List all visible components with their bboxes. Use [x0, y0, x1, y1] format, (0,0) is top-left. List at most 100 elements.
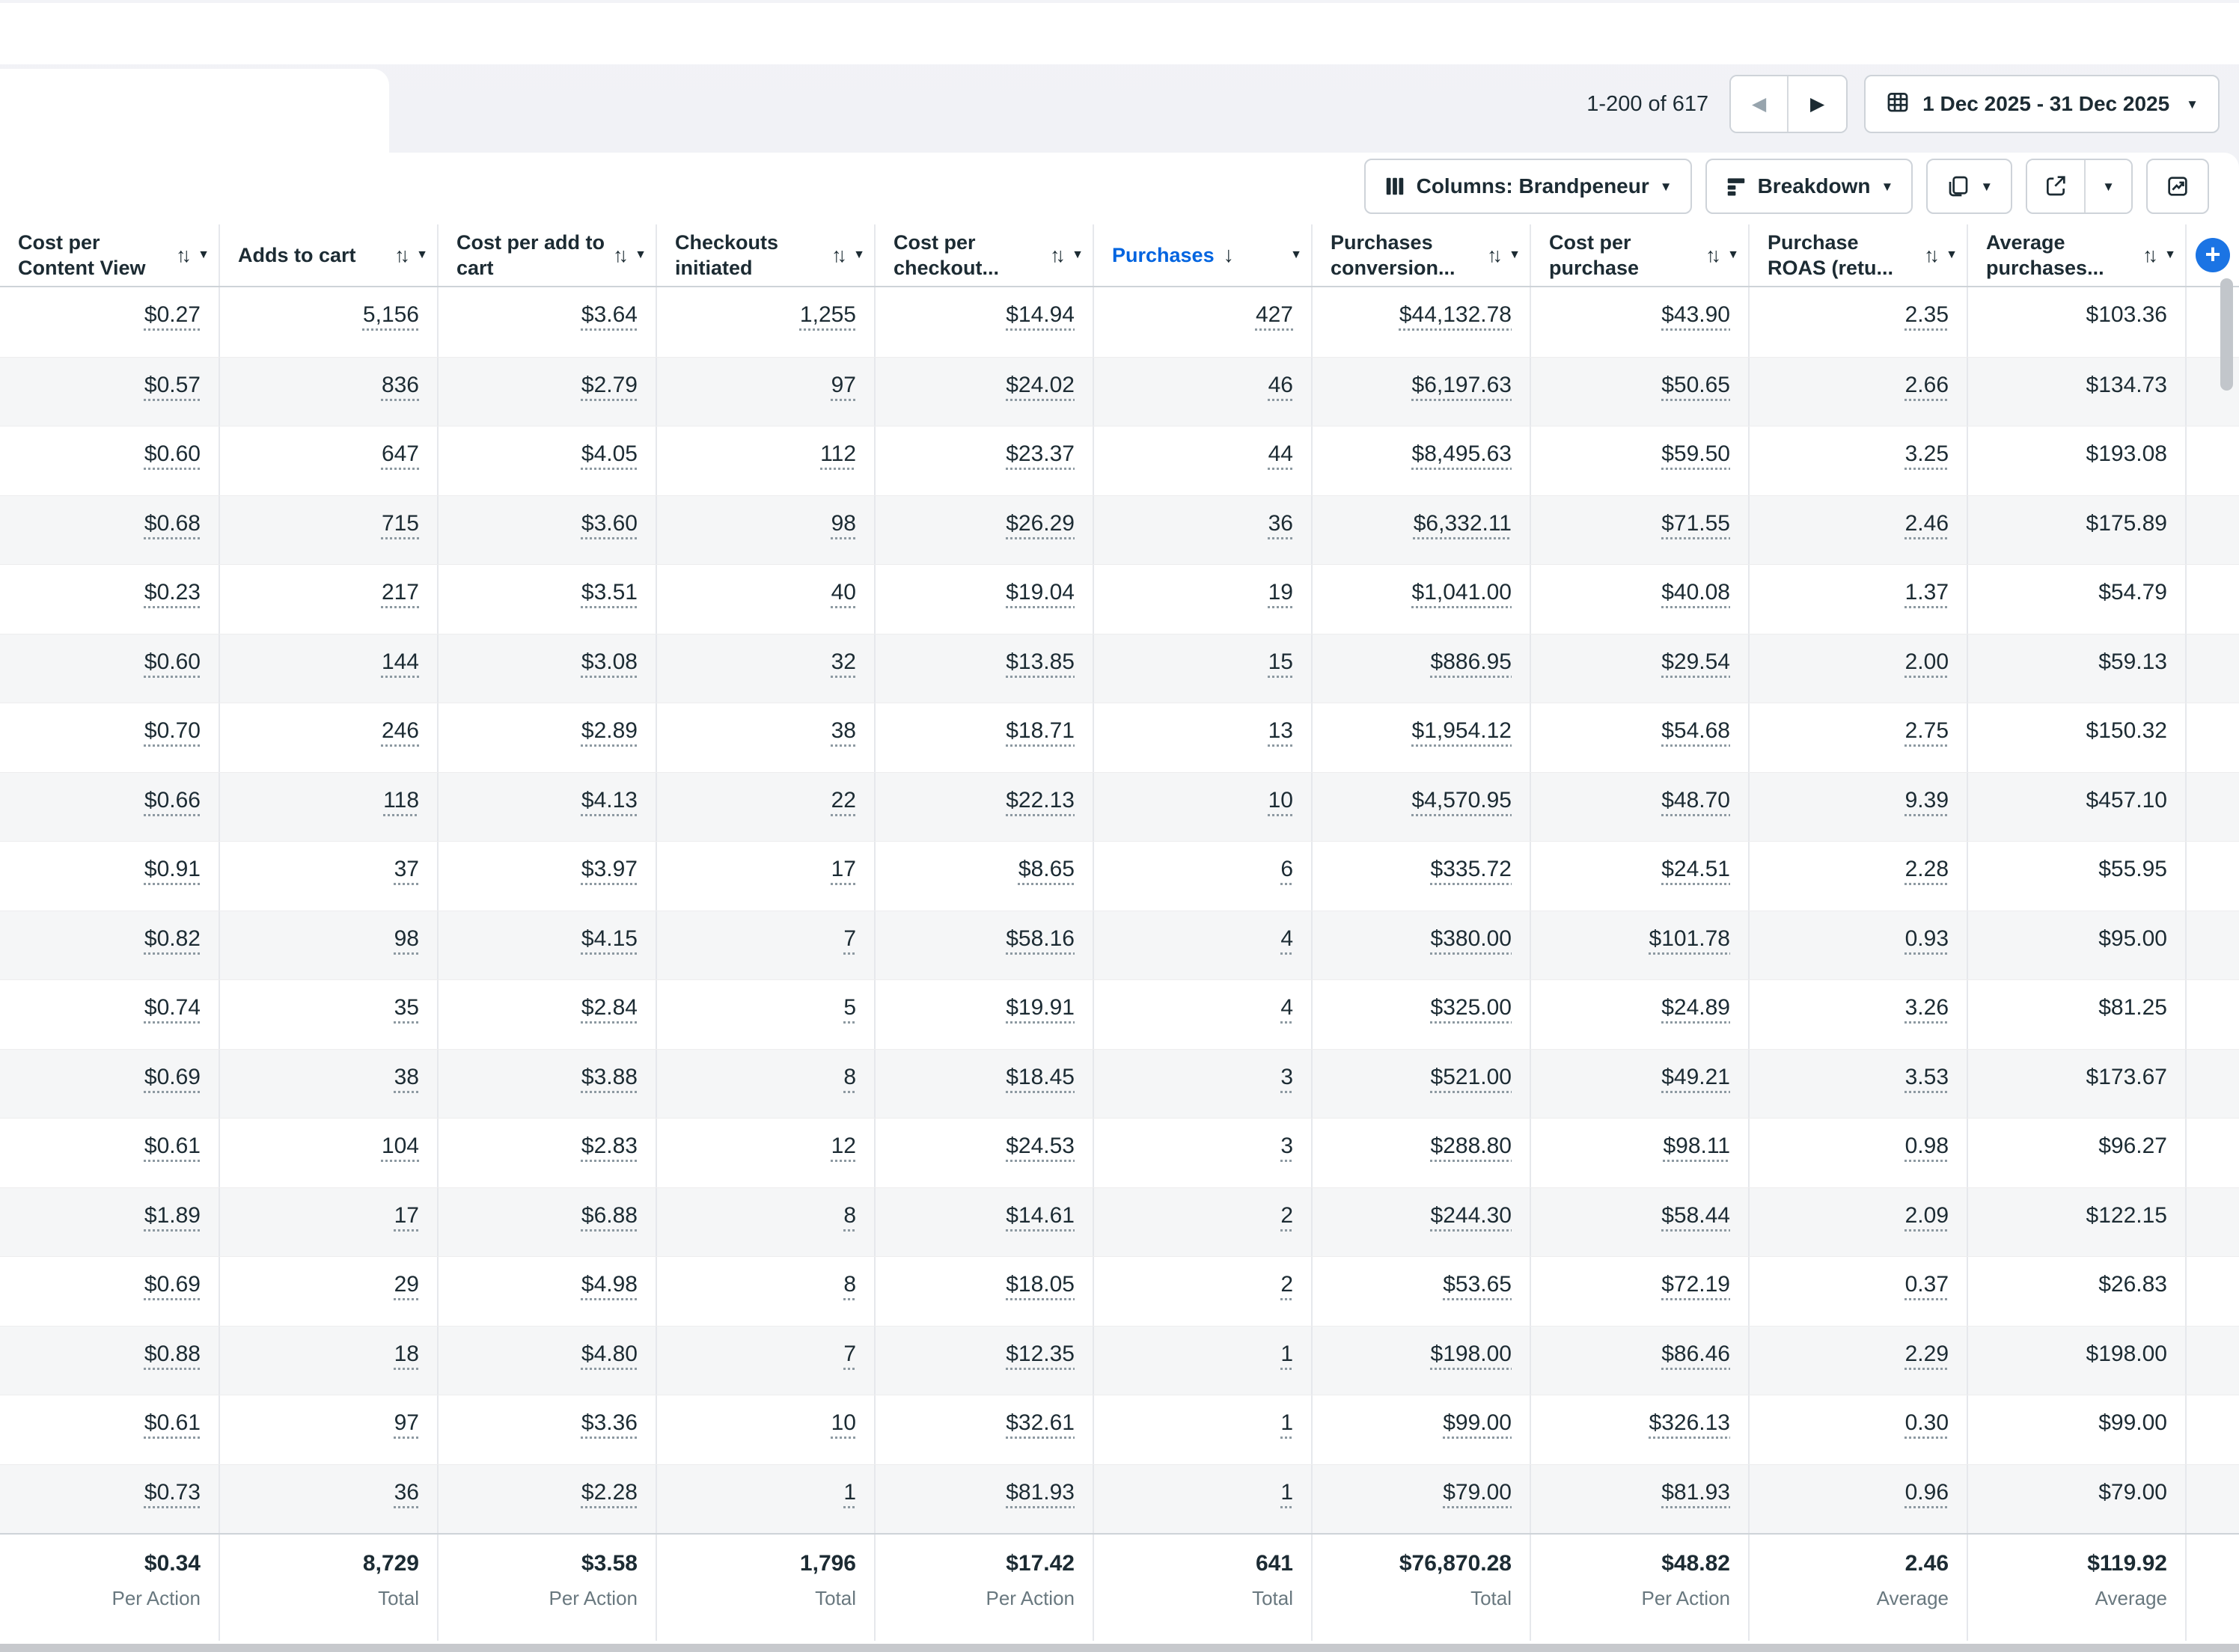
cell-value[interactable]: 3.26: [1904, 995, 1949, 1020]
cell-value[interactable]: 715: [381, 510, 419, 536]
cell-value[interactable]: 2.09: [1904, 1202, 1949, 1228]
cell-value[interactable]: 3.25: [1904, 441, 1949, 466]
columns-button[interactable]: Columns: Brandpeneur ▼: [1363, 159, 1692, 214]
cell-value[interactable]: $24.51: [1661, 857, 1730, 881]
cell-value[interactable]: 38: [831, 718, 856, 743]
cell-value[interactable]: $0.61: [144, 1410, 201, 1435]
chevron-down-icon[interactable]: ▼: [1509, 248, 1521, 261]
cell-value[interactable]: $335.72: [1430, 857, 1512, 881]
cell-value[interactable]: $58.44: [1661, 1202, 1730, 1228]
cell-value[interactable]: $0.88: [144, 1341, 201, 1366]
cell-value[interactable]: $98.11: [1663, 1134, 1730, 1158]
cell-value[interactable]: $0.23: [144, 580, 201, 605]
column-header[interactable]: Purchases ↓ ▼: [1093, 224, 1311, 286]
cell-value[interactable]: 0.30: [1904, 1410, 1949, 1435]
cell-value[interactable]: 1,255: [799, 302, 856, 327]
cell-value[interactable]: 1.37: [1904, 580, 1949, 605]
cell-value[interactable]: $2.84: [581, 995, 638, 1020]
cell-value[interactable]: $2.79: [581, 372, 638, 397]
cell-value[interactable]: 0.37: [1904, 1272, 1949, 1297]
column-header[interactable]: Cost per purchase ↑↓ ▼: [1530, 224, 1748, 286]
cell-value[interactable]: 98: [831, 510, 856, 536]
cell-value[interactable]: 217: [381, 580, 419, 605]
cell-value[interactable]: $8.65: [1018, 857, 1075, 881]
cell-value[interactable]: 15: [1268, 649, 1293, 674]
cell-value[interactable]: 3: [1280, 1064, 1293, 1089]
cell-value[interactable]: $4.15: [581, 926, 638, 951]
cell-value[interactable]: $3.60: [581, 510, 638, 536]
sort-icon[interactable]: ↑↓: [613, 244, 629, 266]
cell-value[interactable]: 5,156: [362, 302, 419, 327]
cell-value[interactable]: $19.91: [1006, 995, 1075, 1020]
cell-value[interactable]: 1: [1280, 1410, 1293, 1435]
sort-icon[interactable]: ↑↓: [831, 244, 847, 266]
column-header[interactable]: Purchases conversion... ↑↓ ▼: [1311, 224, 1530, 286]
cell-value[interactable]: $244.30: [1430, 1202, 1512, 1228]
sort-icon[interactable]: ↑↓: [394, 244, 410, 266]
cell-value[interactable]: $4.80: [581, 1341, 638, 1366]
cell-value[interactable]: 29: [394, 1272, 419, 1297]
cell-value[interactable]: 17: [394, 1202, 419, 1228]
cell-value[interactable]: 7: [843, 926, 856, 951]
add-column-button[interactable]: +: [2196, 238, 2230, 272]
cell-value[interactable]: $1,954.12: [1411, 718, 1512, 743]
cell-value[interactable]: $81.93: [1006, 1479, 1075, 1505]
column-header[interactable]: Average purchases... ↑↓ ▼: [1967, 224, 2185, 286]
cell-value[interactable]: $24.02: [1006, 372, 1075, 397]
chevron-down-icon[interactable]: ▼: [1727, 248, 1739, 261]
cell-value[interactable]: $53.65: [1443, 1272, 1512, 1297]
cell-value[interactable]: $0.69: [144, 1064, 201, 1089]
cell-value[interactable]: 35: [394, 995, 419, 1020]
cell-value[interactable]: $886.95: [1430, 649, 1512, 674]
chevron-down-icon[interactable]: ▼: [1946, 248, 1958, 261]
column-header[interactable]: Checkouts initiated ↑↓ ▼: [656, 224, 874, 286]
sort-icon[interactable]: ↑↓: [176, 244, 192, 266]
cell-value[interactable]: 2.46: [1904, 510, 1949, 536]
cell-value[interactable]: 0.96: [1904, 1479, 1949, 1505]
cell-value[interactable]: $6,332.11: [1413, 510, 1512, 536]
cell-value[interactable]: 0.93: [1904, 926, 1949, 951]
cell-value[interactable]: $0.60: [144, 441, 201, 466]
cell-value[interactable]: $325.00: [1430, 995, 1512, 1020]
cell-value[interactable]: $0.61: [144, 1134, 201, 1158]
cell-value[interactable]: $22.13: [1006, 787, 1075, 813]
column-header[interactable]: Cost per Content View ↑↓ ▼: [0, 224, 219, 286]
cell-value[interactable]: 98: [394, 926, 419, 951]
cell-value[interactable]: $86.46: [1661, 1341, 1730, 1366]
cell-value[interactable]: 10: [831, 1410, 856, 1435]
cell-value[interactable]: $13.85: [1006, 649, 1075, 674]
chevron-down-icon[interactable]: ▼: [635, 248, 647, 261]
column-header[interactable]: Adds to cart ↑↓ ▼: [219, 224, 437, 286]
cell-value[interactable]: 1: [843, 1479, 856, 1505]
sort-icon[interactable]: ↑↓: [1487, 244, 1503, 266]
cell-value[interactable]: $3.64: [581, 302, 638, 327]
cell-value[interactable]: $24.89: [1661, 995, 1730, 1020]
cell-value[interactable]: $0.82: [144, 926, 201, 951]
cell-value[interactable]: 2: [1280, 1202, 1293, 1228]
cell-value[interactable]: $0.91: [144, 857, 201, 881]
cell-value[interactable]: $48.70: [1661, 787, 1730, 813]
chevron-down-icon[interactable]: ▼: [853, 248, 865, 261]
cell-value[interactable]: 2.29: [1904, 1341, 1949, 1366]
cell-value[interactable]: $2.28: [581, 1479, 638, 1505]
cell-value[interactable]: $2.89: [581, 718, 638, 743]
cell-value[interactable]: $3.08: [581, 649, 638, 674]
cell-value[interactable]: 22: [831, 787, 856, 813]
cell-value[interactable]: 112: [820, 441, 856, 466]
cell-value[interactable]: $49.21: [1661, 1064, 1730, 1089]
cell-value[interactable]: 4: [1280, 926, 1293, 951]
cell-value[interactable]: $0.57: [144, 372, 201, 397]
cell-value[interactable]: 1: [1280, 1341, 1293, 1366]
cell-value[interactable]: $0.69: [144, 1272, 201, 1297]
cell-value[interactable]: $43.90: [1661, 302, 1730, 327]
cell-value[interactable]: 17: [831, 857, 856, 881]
chevron-down-icon[interactable]: ▼: [2164, 248, 2176, 261]
cell-value[interactable]: 144: [381, 649, 419, 674]
cell-value[interactable]: $4.05: [581, 441, 638, 466]
cell-value[interactable]: 3: [1280, 1134, 1293, 1158]
cell-value[interactable]: 44: [1268, 441, 1293, 466]
charts-button[interactable]: [2146, 159, 2209, 214]
cell-value[interactable]: $18.05: [1006, 1272, 1075, 1297]
cell-value[interactable]: $0.66: [144, 787, 201, 813]
cell-value[interactable]: $2.83: [581, 1134, 638, 1158]
